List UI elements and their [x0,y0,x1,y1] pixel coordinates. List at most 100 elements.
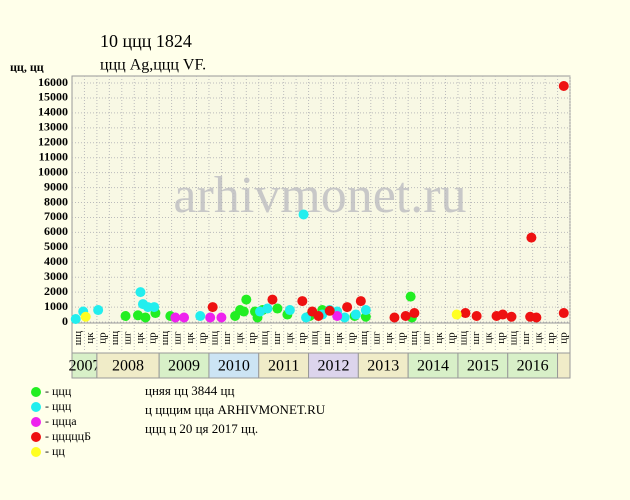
quarter-label: шц [159,331,171,345]
y-tick-label: 0 [62,314,68,328]
chart-title: 10 ццц 1824 [100,31,192,51]
quarter-label: цк [234,332,246,344]
data-point [216,312,227,323]
quarter-label: шг [271,331,283,344]
year-label: 2012 [317,358,349,375]
quarter-label: шц [308,331,320,345]
data-point [339,312,350,323]
year-cell [308,352,359,379]
chart-subtitle: ццц Ag,ццц VF. [100,57,206,74]
year-label: 2015 [467,358,499,375]
data-point [324,305,335,316]
data-point [400,311,411,322]
year-cell [407,352,459,379]
quarter-label: шц [209,331,221,345]
quarter-label: цр [545,332,557,344]
data-point [297,296,308,307]
y-tick-label: 13000 [38,120,68,134]
data-point [207,302,218,313]
y-tick-label: 10000 [38,164,68,178]
data-point [405,291,416,302]
legend-marker [31,387,41,397]
quarter-label: цк [84,332,96,344]
quarter-label: шг [420,331,432,344]
data-point [389,312,400,323]
year-label: 2011 [268,358,299,375]
quarter-label: шц [109,331,121,345]
y-tick-label: 6000 [44,224,68,238]
data-point [241,294,252,305]
quarter-label: цр [346,332,358,344]
legend-marker [31,417,41,427]
data-point [70,314,81,325]
quarter-label: шц [458,331,470,345]
quarter-label: шц [408,331,420,345]
quarter-label: цр [196,332,208,344]
year-label: 2010 [218,358,250,375]
year-cell [71,352,98,379]
data-point [451,309,462,320]
year-label: 2013 [367,358,399,375]
quarter-label: цк [283,332,295,344]
y-tick-label: 9000 [44,179,68,193]
quarter-label: цр [97,332,109,344]
y-tick-label: 11000 [39,149,68,163]
data-point [120,311,131,322]
quarter-label: цк [383,332,395,344]
quarter-label: шц [358,331,370,345]
quarter-label: шг [371,331,383,344]
year-cell [96,352,160,379]
data-point [409,308,420,319]
data-point [471,311,482,322]
data-point [558,308,569,319]
note: ц цццим цца ARHIVMONET.RU [145,402,326,417]
quarter-label: цк [483,332,495,344]
quarter-label: цк [433,332,445,344]
data-point [238,306,249,317]
legend-label: - ццц [45,384,72,398]
quarter-label: шц [72,331,84,345]
data-point [526,232,537,243]
data-point [80,311,91,322]
data-point [135,287,146,298]
data-point [149,302,160,313]
year-label: 2014 [417,358,449,375]
data-point [170,312,181,323]
quarter-label: цр [395,332,407,344]
quarter-label: цр [495,332,507,344]
legend-marker [31,432,41,442]
data-point [350,309,361,320]
quarter-label: шц [259,331,271,345]
quarter-label: шг [171,331,183,344]
note: цняя цц 3844 цц [145,383,234,398]
data-point [531,312,542,323]
quarter-label: цр [146,332,158,344]
data-point [301,312,312,323]
quarter-label: цк [134,332,146,344]
quarter-label: шг [520,331,532,344]
year-cell [557,352,571,379]
quarter-label: шг [470,331,482,344]
data-point [140,312,151,323]
watermark: arhivmonet.ru [173,167,466,224]
legend-marker [31,402,41,412]
year-label: 2008 [112,358,144,375]
y-tick-label: 15000 [38,90,68,104]
year-cell [158,352,210,379]
y-tick-label: 4000 [44,254,68,268]
legend-marker [31,447,41,457]
y-tick-label: 3000 [44,269,68,283]
data-point [205,312,216,323]
data-point [558,80,569,91]
legend-label: - цц [45,444,65,458]
quarter-label: цк [532,332,544,344]
data-point [342,302,353,313]
quarter-label: цр [557,332,569,344]
quarter-label: цк [333,332,345,344]
quarter-label: шг [321,331,333,344]
data-point [284,305,295,316]
quarter-label: цр [296,332,308,344]
quarter-label: цр [246,332,258,344]
